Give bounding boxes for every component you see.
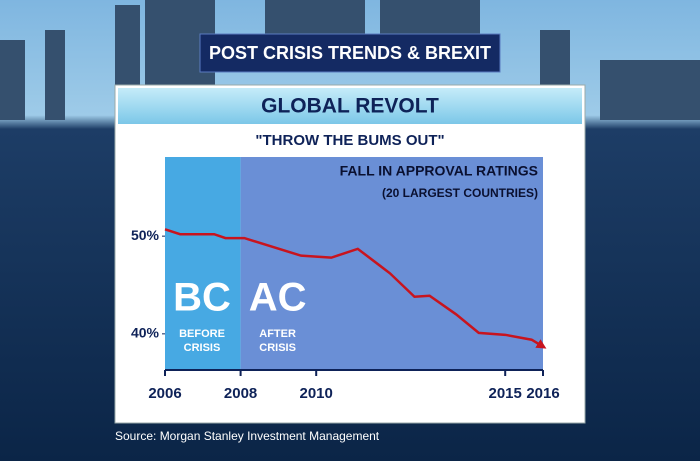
x-tick-label: 2015 — [489, 385, 522, 402]
x-tick-label: 2010 — [300, 385, 333, 402]
region-label: BC — [173, 276, 231, 320]
title-bar — [118, 88, 582, 124]
x-tick-label: 2016 — [526, 385, 559, 402]
annotation: FALL IN APPROVAL RATINGS — [340, 163, 538, 179]
line — [164, 228, 547, 349]
region-label: AC — [249, 276, 307, 320]
y-tick-label: 40% — [131, 325, 160, 341]
annotation: (20 LARGEST COUNTRIES) — [382, 186, 538, 200]
plot: BC BEFORE CRISIS AC AFTER CRISIS FALL IN APPRO… — [131, 157, 560, 402]
header: POST CRISIS TRENDS & BREXIT — [209, 43, 491, 63]
region-sublabel: CRISIS — [184, 342, 221, 354]
region-sublabel: AFTER — [259, 328, 296, 340]
y-tick-label: 50% — [131, 227, 160, 243]
region — [165, 157, 241, 370]
region-sublabel: CRISIS — [259, 342, 296, 354]
region-sublabel: BEFORE — [179, 328, 225, 340]
x-tick-label: 2006 — [148, 385, 181, 402]
source: Source: Morgan Stanley Investment Manage… — [115, 429, 380, 443]
x-tick-label: 2008 — [224, 385, 257, 402]
chart-subtitle: "THROW THE BUMS OUT" — [255, 132, 444, 149]
chart-title: GLOBAL REVOLT — [261, 95, 439, 118]
header-box — [199, 33, 501, 73]
